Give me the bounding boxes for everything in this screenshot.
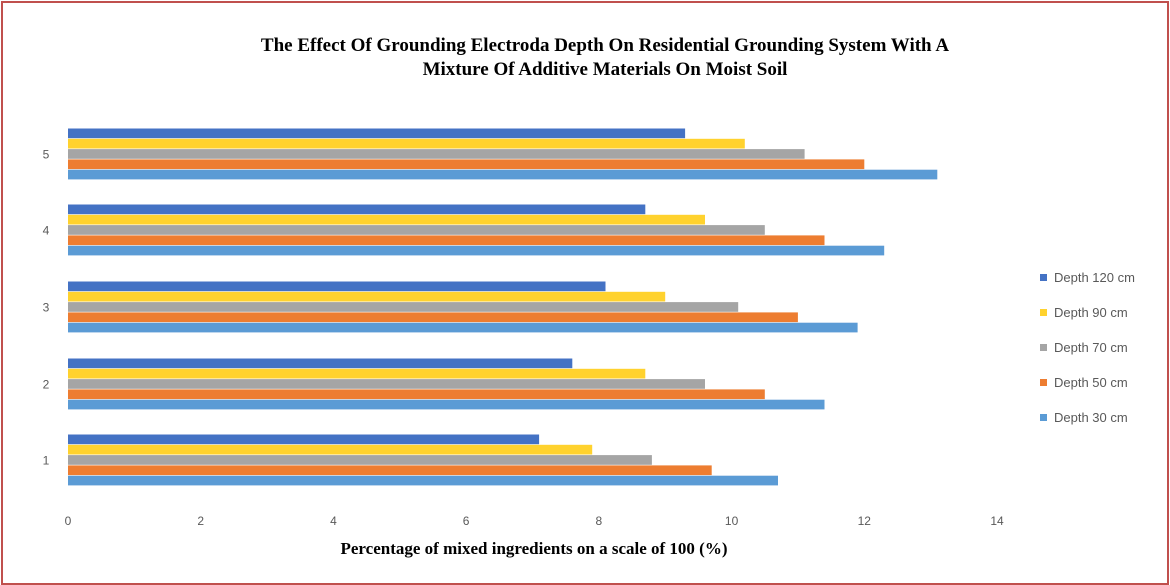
legend-swatch [1040, 274, 1047, 281]
x-tick-label: 2 [197, 514, 204, 528]
bar-depth-70-cm-cat-4 [68, 225, 765, 235]
bar-depth-90-cm-cat-5 [68, 138, 745, 149]
legend-item: Depth 90 cm [1040, 295, 1135, 330]
legend-swatch [1040, 309, 1047, 316]
bar-depth-50-cm-cat-1 [68, 465, 712, 476]
legend-label: Depth 30 cm [1054, 410, 1128, 425]
bar-depth-90-cm-cat-3 [68, 291, 666, 302]
bar-depth-120-cm-cat-2 [68, 358, 573, 369]
bar-depth-50-cm-cat-3 [68, 312, 798, 323]
bar-depth-30-cm-cat-1 [68, 475, 778, 486]
legend-swatch [1040, 414, 1047, 421]
x-tick-label: 12 [858, 514, 872, 528]
legend-label: Depth 90 cm [1054, 305, 1128, 320]
legend-swatch [1040, 344, 1047, 351]
legend-item: Depth 30 cm [1040, 400, 1135, 435]
legend-item: Depth 120 cm [1040, 260, 1135, 295]
bar-depth-50-cm-cat-4 [68, 235, 825, 246]
bar-depth-30-cm-cat-2 [68, 399, 825, 410]
bar-depth-120-cm-cat-4 [68, 204, 646, 215]
y-category-label: 3 [43, 300, 50, 314]
bar-depth-70-cm-cat-2 [68, 379, 705, 389]
legend-item: Depth 70 cm [1040, 330, 1135, 365]
y-category-label: 4 [43, 223, 50, 237]
bar-depth-120-cm-cat-5 [68, 128, 686, 139]
x-tick-label: 6 [463, 514, 470, 528]
chart-legend: Depth 120 cm Depth 90 cm Depth 70 cm Depth … [1040, 260, 1135, 435]
legend-label: Depth 50 cm [1054, 375, 1128, 390]
x-tick-label: 0 [65, 514, 72, 528]
bar-depth-30-cm-cat-5 [68, 169, 938, 180]
x-tick-label: 4 [330, 514, 337, 528]
x-tick-label: 8 [596, 514, 603, 528]
legend-label: Depth 120 cm [1054, 270, 1135, 285]
bar-depth-50-cm-cat-2 [68, 389, 765, 400]
bar-depth-120-cm-cat-3 [68, 281, 606, 292]
bar-depth-90-cm-cat-2 [68, 368, 646, 379]
bar-depth-70-cm-cat-3 [68, 302, 739, 312]
x-axis-label: Percentage of mixed ingredients on a sca… [340, 539, 728, 558]
x-tick-label: 14 [990, 514, 1004, 528]
bar-depth-90-cm-cat-4 [68, 214, 705, 225]
bar-depth-90-cm-cat-1 [68, 444, 593, 455]
chart-title-line-2: Mixture Of Additive Materials On Moist S… [422, 59, 788, 80]
bar-depth-120-cm-cat-1 [68, 434, 540, 445]
x-tick-label: 10 [725, 514, 739, 528]
legend-swatch [1040, 379, 1047, 386]
y-category-label: 1 [43, 453, 50, 467]
y-category-label: 5 [43, 147, 50, 161]
bar-depth-50-cm-cat-5 [68, 159, 865, 170]
chart-title-line-1: The Effect Of Grounding Electroda Depth … [260, 35, 950, 56]
bar-depth-30-cm-cat-4 [68, 245, 885, 256]
bar-depth-70-cm-cat-1 [68, 455, 652, 465]
legend-label: Depth 70 cm [1054, 340, 1128, 355]
chart-title: The Effect Of Grounding Electroda Depth … [0, 34, 1170, 82]
bar-depth-70-cm-cat-5 [68, 149, 805, 159]
legend-item: Depth 50 cm [1040, 365, 1135, 400]
y-category-label: 2 [43, 377, 50, 391]
bar-depth-30-cm-cat-3 [68, 322, 858, 333]
